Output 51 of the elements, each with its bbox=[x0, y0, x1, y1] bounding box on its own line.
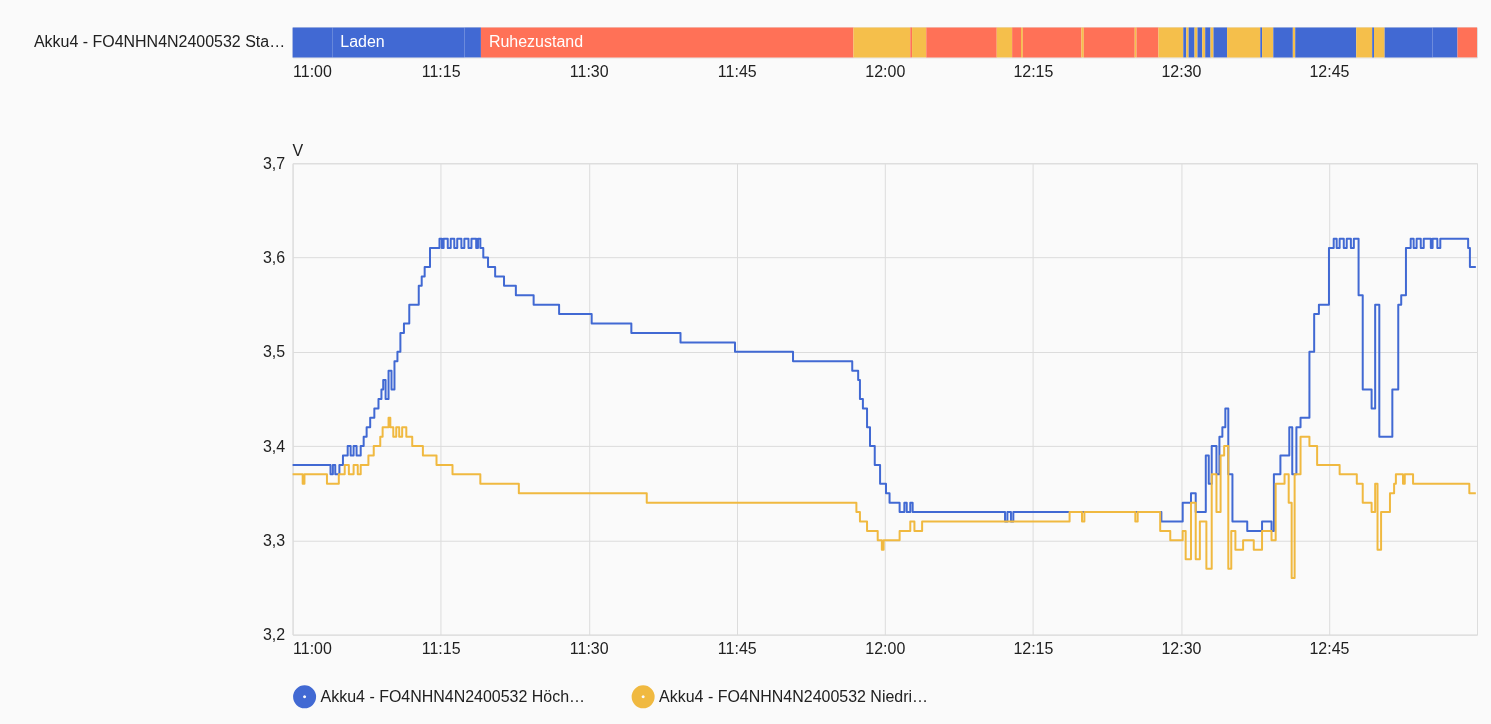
bar bbox=[926, 27, 997, 58]
x-tick-label: 11:30 bbox=[569, 640, 609, 658]
x-tick-label: 11:45 bbox=[717, 640, 757, 658]
y-tick-label: 3,4 bbox=[262, 437, 286, 455]
bar bbox=[1083, 27, 1135, 58]
bar bbox=[1012, 27, 1022, 58]
x-tick-label: 11:45 bbox=[717, 62, 757, 80]
y-tick-label: 3,3 bbox=[262, 531, 286, 549]
bar bbox=[1213, 27, 1228, 58]
y-axis-title: V bbox=[292, 142, 304, 160]
bar bbox=[1081, 27, 1084, 58]
y-tick-label: 3,5 bbox=[262, 343, 286, 361]
bar bbox=[1158, 27, 1184, 58]
x-tick-label: 12:30 bbox=[1161, 62, 1202, 80]
bar bbox=[1373, 27, 1385, 58]
bar bbox=[853, 27, 911, 58]
x-tick-label: 12:00 bbox=[865, 62, 906, 80]
legend-label: Akku4 - FO4NHN4N2400532 Niedri… bbox=[659, 687, 929, 705]
x-tick-label: 11:00 bbox=[293, 640, 332, 658]
bar bbox=[996, 27, 1013, 58]
y-tick-label: 3,7 bbox=[262, 154, 286, 172]
bar bbox=[1356, 27, 1373, 58]
x-tick-label: 12:15 bbox=[1013, 640, 1054, 658]
bar bbox=[1457, 27, 1478, 58]
x-tick-label: 12:30 bbox=[1161, 640, 1202, 658]
y-tick-label: Akku4 - FO4NHN4N2400532 Sta… bbox=[33, 33, 286, 51]
data-label: Laden bbox=[340, 33, 385, 51]
bar bbox=[1227, 27, 1261, 58]
x-tick-label: 12:45 bbox=[1309, 640, 1350, 658]
x-tick-label: 11:00 bbox=[293, 62, 332, 80]
x-tick-label: 11:15 bbox=[421, 640, 461, 658]
x-tick-label: 11:15 bbox=[421, 62, 461, 80]
bar bbox=[480, 27, 854, 58]
x-tick-label: 12:45 bbox=[1309, 62, 1350, 80]
x-tick-label: 11:30 bbox=[569, 62, 609, 80]
bar bbox=[912, 27, 927, 58]
bar bbox=[1202, 27, 1206, 58]
bar bbox=[1197, 27, 1203, 58]
bar bbox=[1188, 27, 1195, 58]
bar bbox=[1262, 27, 1274, 58]
bar bbox=[1022, 27, 1082, 58]
bar bbox=[1136, 27, 1159, 58]
x-tick-label: 12:15 bbox=[1013, 62, 1054, 80]
legend-label: Akku4 - FO4NHN4N2400532 Höch… bbox=[320, 687, 586, 705]
bar bbox=[1273, 27, 1293, 58]
bar bbox=[1205, 27, 1211, 58]
y-tick-label: 3,2 bbox=[262, 626, 286, 644]
data-label: Ruhezustand bbox=[488, 33, 584, 51]
bar bbox=[1295, 27, 1357, 58]
y-tick-label: 3,6 bbox=[262, 249, 286, 267]
x-tick-label: 12:00 bbox=[865, 640, 906, 658]
